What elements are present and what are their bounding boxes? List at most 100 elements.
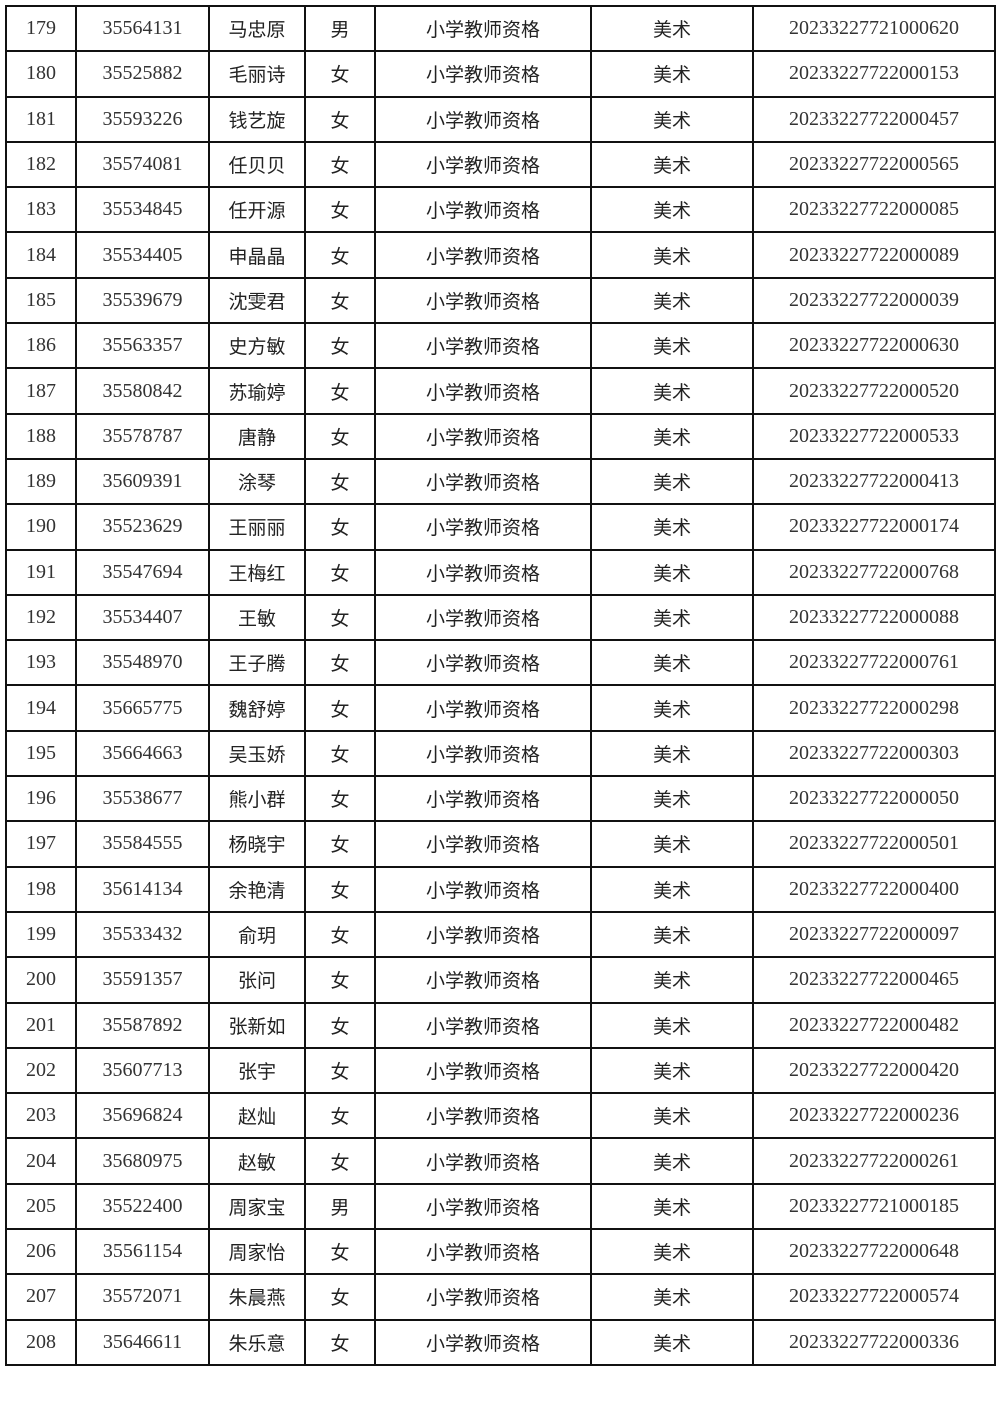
table-row: 192 35534407 王敏女小学教师资格 美术 20233227722000088	[5, 593, 996, 642]
candidate-id-cell: 35538677	[75, 775, 210, 823]
row-number-cell: 207	[5, 1273, 77, 1321]
candidate-id-cell: 35525882	[75, 50, 210, 98]
candidate-id-cell: 35578787	[75, 412, 210, 460]
certificate-number-cell: 20233227722000457	[752, 95, 996, 143]
certificate-number-cell: 20233227722000413	[752, 457, 996, 506]
table-row: 189 35609391 涂琴女小学教师资格 美术 20233227722000413	[5, 457, 996, 506]
gender-cell: 女	[304, 322, 376, 370]
row-number-cell: 188	[5, 412, 77, 460]
subject-cell: 美术	[590, 457, 754, 506]
qualification-type-cell: 小学教师资格	[374, 231, 592, 279]
row-number-cell: 197	[5, 820, 77, 868]
candidate-id-cell: 35580842	[75, 367, 210, 415]
gender-cell: 女	[304, 639, 376, 687]
candidate-id-cell: 35591357	[75, 956, 210, 1004]
name-cell: 王丽丽	[208, 503, 306, 551]
name-cell: 涂琴	[208, 457, 306, 506]
row-number-cell: 202	[5, 1046, 77, 1095]
candidate-id-cell: 35522400	[75, 1182, 210, 1231]
table-row: 204 35680975 赵敏女小学教师资格 美术 20233227722000261	[5, 1137, 996, 1185]
certificate-number-cell: 20233227722000236	[752, 1092, 996, 1140]
subject-cell: 美术	[590, 775, 754, 823]
subject-cell: 美术	[590, 865, 754, 913]
name-cell: 朱晨燕	[208, 1273, 306, 1321]
gender-cell: 女	[304, 1273, 376, 1321]
candidate-id-cell: 35561154	[75, 1228, 210, 1276]
subject-cell: 美术	[590, 231, 754, 279]
name-cell: 周家宝	[208, 1182, 306, 1231]
qualification-type-cell: 小学教师资格	[374, 548, 592, 596]
candidate-id-cell: 35548970	[75, 639, 210, 687]
table-row: 191 35547694 王梅红女小学教师资格 美术 20233227722000768	[5, 548, 996, 596]
gender-cell: 女	[304, 95, 376, 143]
subject-cell: 美术	[590, 412, 754, 460]
name-cell: 马忠原	[208, 4, 306, 53]
name-cell: 唐静	[208, 412, 306, 460]
row-number-cell: 182	[5, 140, 77, 189]
certificate-number-cell: 20233227722000153	[752, 50, 996, 98]
certificate-number-cell: 20233227722000761	[752, 639, 996, 687]
gender-cell: 女	[304, 548, 376, 596]
qualification-type-cell: 小学教师资格	[374, 1273, 592, 1321]
gender-cell: 男	[304, 1182, 376, 1231]
candidate-id-cell: 35534845	[75, 186, 210, 234]
row-number-cell: 200	[5, 956, 77, 1004]
gender-cell: 女	[304, 231, 376, 279]
certificate-number-cell: 20233227722000298	[752, 684, 996, 732]
table-row: 181 35593226 钱艺旋女小学教师资格 美术 20233227722000457	[5, 95, 996, 143]
subject-cell: 美术	[590, 503, 754, 551]
name-cell: 王敏	[208, 593, 306, 642]
certificate-number-cell: 20233227722000050	[752, 775, 996, 823]
certificate-number-cell: 20233227722000174	[752, 503, 996, 551]
gender-cell: 女	[304, 457, 376, 506]
candidate-id-cell: 35607713	[75, 1046, 210, 1095]
certificate-number-cell: 20233227722000768	[752, 548, 996, 596]
qualification-type-cell: 小学教师资格	[374, 684, 592, 732]
row-number-cell: 193	[5, 639, 77, 687]
gender-cell: 女	[304, 1001, 376, 1049]
gender-cell: 女	[304, 775, 376, 823]
certificate-number-cell: 20233227722000465	[752, 956, 996, 1004]
row-number-cell: 191	[5, 548, 77, 596]
gender-cell: 女	[304, 412, 376, 460]
table-row: 183 35534845 任开源女小学教师资格 美术 20233227722000085	[5, 186, 996, 234]
certificate-number-cell: 20233227722000565	[752, 140, 996, 189]
table-body: 179 35564131 马忠原男小学教师资格 美术 20233227721000620…	[5, 4, 996, 1366]
name-cell: 苏瑜婷	[208, 367, 306, 415]
candidate-id-cell: 35587892	[75, 1001, 210, 1049]
row-number-cell: 201	[5, 1001, 77, 1049]
candidate-table: 179 35564131 马忠原男小学教师资格 美术 20233227721000620…	[5, 4, 996, 1366]
certificate-number-cell: 20233227721000620	[752, 4, 996, 53]
gender-cell: 女	[304, 503, 376, 551]
certificate-number-cell: 20233227722000520	[752, 367, 996, 415]
name-cell: 赵灿	[208, 1092, 306, 1140]
qualification-type-cell: 小学教师资格	[374, 412, 592, 460]
gender-cell: 女	[304, 910, 376, 959]
row-number-cell: 204	[5, 1137, 77, 1185]
qualification-type-cell: 小学教师资格	[374, 50, 592, 98]
table-row: 180 35525882 毛丽诗女小学教师资格 美术 20233227722000153	[5, 50, 996, 98]
subject-cell: 美术	[590, 910, 754, 959]
certificate-number-cell: 20233227722000303	[752, 729, 996, 778]
name-cell: 余艳清	[208, 865, 306, 913]
table-row: 182 35574081 任贝贝女小学教师资格 美术 20233227722000565	[5, 140, 996, 189]
subject-cell: 美术	[590, 1137, 754, 1185]
certificate-number-cell: 20233227722000336	[752, 1318, 996, 1366]
qualification-type-cell: 小学教师资格	[374, 1318, 592, 1366]
table-row: 206 35561154 周家怡女小学教师资格 美术 20233227722000648	[5, 1228, 996, 1276]
name-cell: 毛丽诗	[208, 50, 306, 98]
row-number-cell: 186	[5, 322, 77, 370]
candidate-id-cell: 35533432	[75, 910, 210, 959]
qualification-type-cell: 小学教师资格	[374, 1228, 592, 1276]
qualification-type-cell: 小学教师资格	[374, 322, 592, 370]
table-row: 190 35523629 王丽丽女小学教师资格 美术 20233227722000174	[5, 503, 996, 551]
certificate-number-cell: 20233227722000088	[752, 593, 996, 642]
candidate-id-cell: 35534405	[75, 231, 210, 279]
table-row: 193 35548970 王子腾女小学教师资格 美术 20233227722000761	[5, 639, 996, 687]
row-number-cell: 195	[5, 729, 77, 778]
subject-cell: 美术	[590, 684, 754, 732]
gender-cell: 女	[304, 140, 376, 189]
name-cell: 钱艺旋	[208, 95, 306, 143]
gender-cell: 女	[304, 729, 376, 778]
candidate-id-cell: 35572071	[75, 1273, 210, 1321]
